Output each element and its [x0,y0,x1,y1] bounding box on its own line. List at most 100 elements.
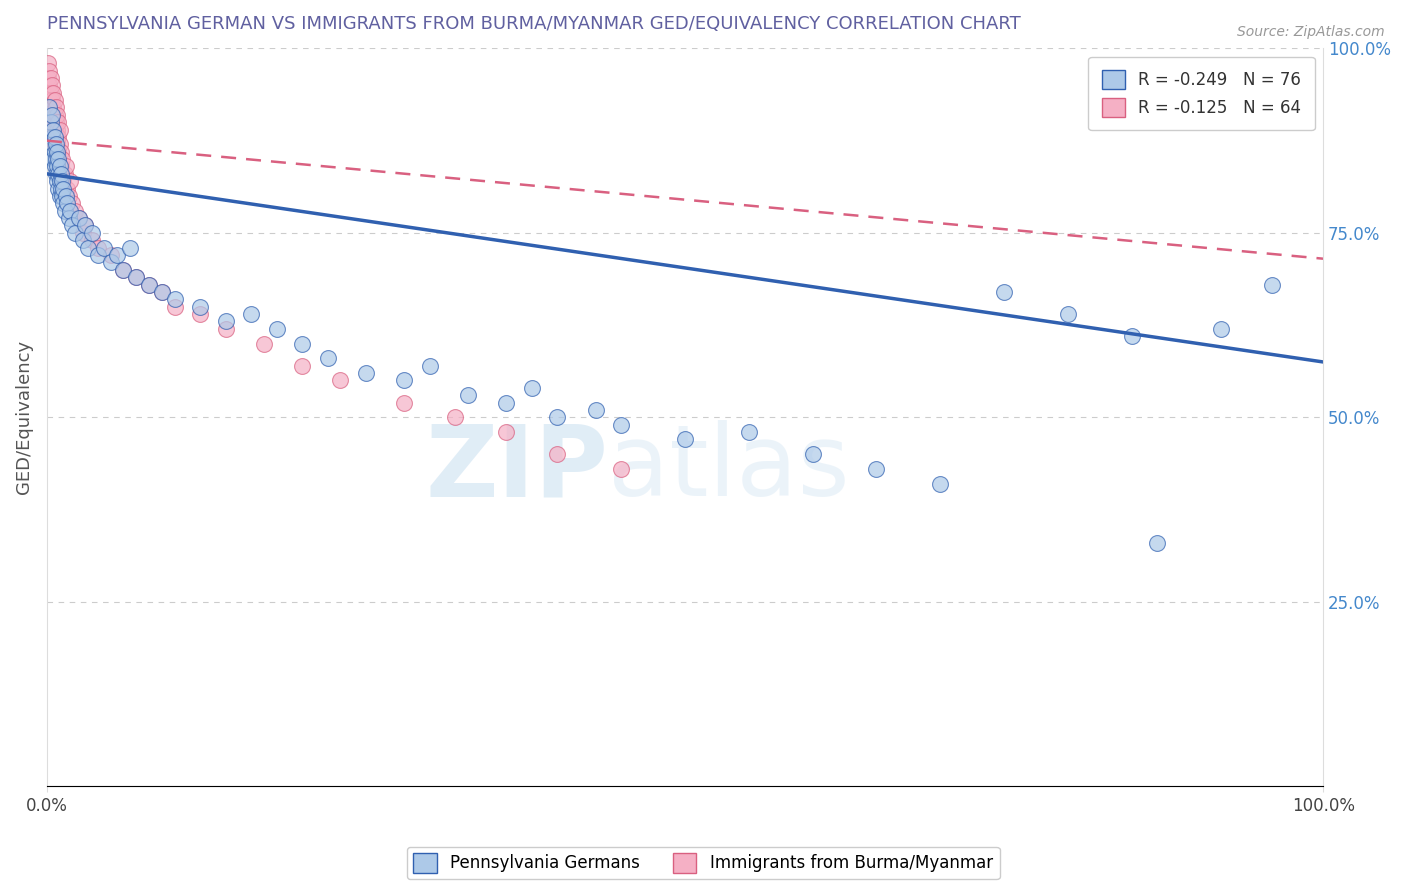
Point [72,226,94,240]
Point [46,160,69,174]
Point [80,233,103,247]
Point [39,115,62,129]
Point [41,108,63,122]
Point [394,395,416,409]
Point [44,137,66,152]
Point [67,211,90,226]
Point [150,285,173,299]
Point [1121,329,1143,343]
Point [48,145,70,159]
Point [214,322,236,336]
Text: Source: ZipAtlas.com: Source: ZipAtlas.com [1237,25,1385,39]
Point [150,285,173,299]
Point [41,78,63,93]
Point [48,167,70,181]
Point [520,381,543,395]
Point [53,167,76,181]
Point [42,137,65,152]
Point [49,181,72,195]
Point [72,233,94,247]
Point [59,203,82,218]
Point [316,351,339,366]
Point [46,108,69,122]
Point [44,130,66,145]
Point [118,241,141,255]
Point [93,241,115,255]
Point [329,373,352,387]
Point [46,174,69,188]
Point [41,108,63,122]
Point [291,336,314,351]
Point [41,93,63,107]
Point [38,100,60,114]
Point [80,226,103,240]
Point [44,122,66,136]
Point [55,189,77,203]
Point [41,130,63,145]
Point [49,145,72,159]
Point [585,403,607,417]
Point [45,167,67,181]
Point [354,366,377,380]
Point [1209,322,1232,336]
Point [125,270,148,285]
Point [62,196,84,211]
Point [112,262,135,277]
Point [76,241,98,255]
Point [39,115,62,129]
Point [48,122,70,136]
Point [52,174,75,188]
Point [48,174,70,188]
Point [163,292,186,306]
Point [48,160,70,174]
Point [610,417,633,432]
Point [42,86,65,100]
Point [444,410,467,425]
Point [53,203,76,218]
Point [291,359,314,373]
Point [48,137,70,152]
Point [163,300,186,314]
Point [63,226,86,240]
Point [993,285,1015,299]
Point [38,63,60,78]
Point [1261,277,1284,292]
Point [100,248,122,262]
Point [37,70,59,85]
Point [52,181,75,195]
Point [51,152,73,166]
Point [929,476,952,491]
Point [240,307,263,321]
Point [44,145,66,159]
Point [67,211,90,226]
Point [75,219,97,233]
Point [495,395,517,409]
Point [58,211,80,226]
Point [44,108,66,122]
Point [87,241,110,255]
Point [45,115,67,129]
Point [48,152,70,166]
Point [46,137,69,152]
Point [48,189,70,203]
Point [48,115,70,129]
Point [46,122,69,136]
Point [138,277,160,292]
Point [56,181,79,195]
Point [45,130,67,145]
Point [42,122,65,136]
Point [546,410,568,425]
Point [125,270,148,285]
Point [42,130,65,145]
Point [55,160,77,174]
Point [42,152,65,166]
Point [39,70,62,85]
Point [48,181,70,195]
Point [266,322,288,336]
Point [44,160,66,174]
Point [51,174,73,188]
Point [457,388,479,402]
Point [253,336,276,351]
Point [38,78,60,93]
Point [45,152,67,166]
